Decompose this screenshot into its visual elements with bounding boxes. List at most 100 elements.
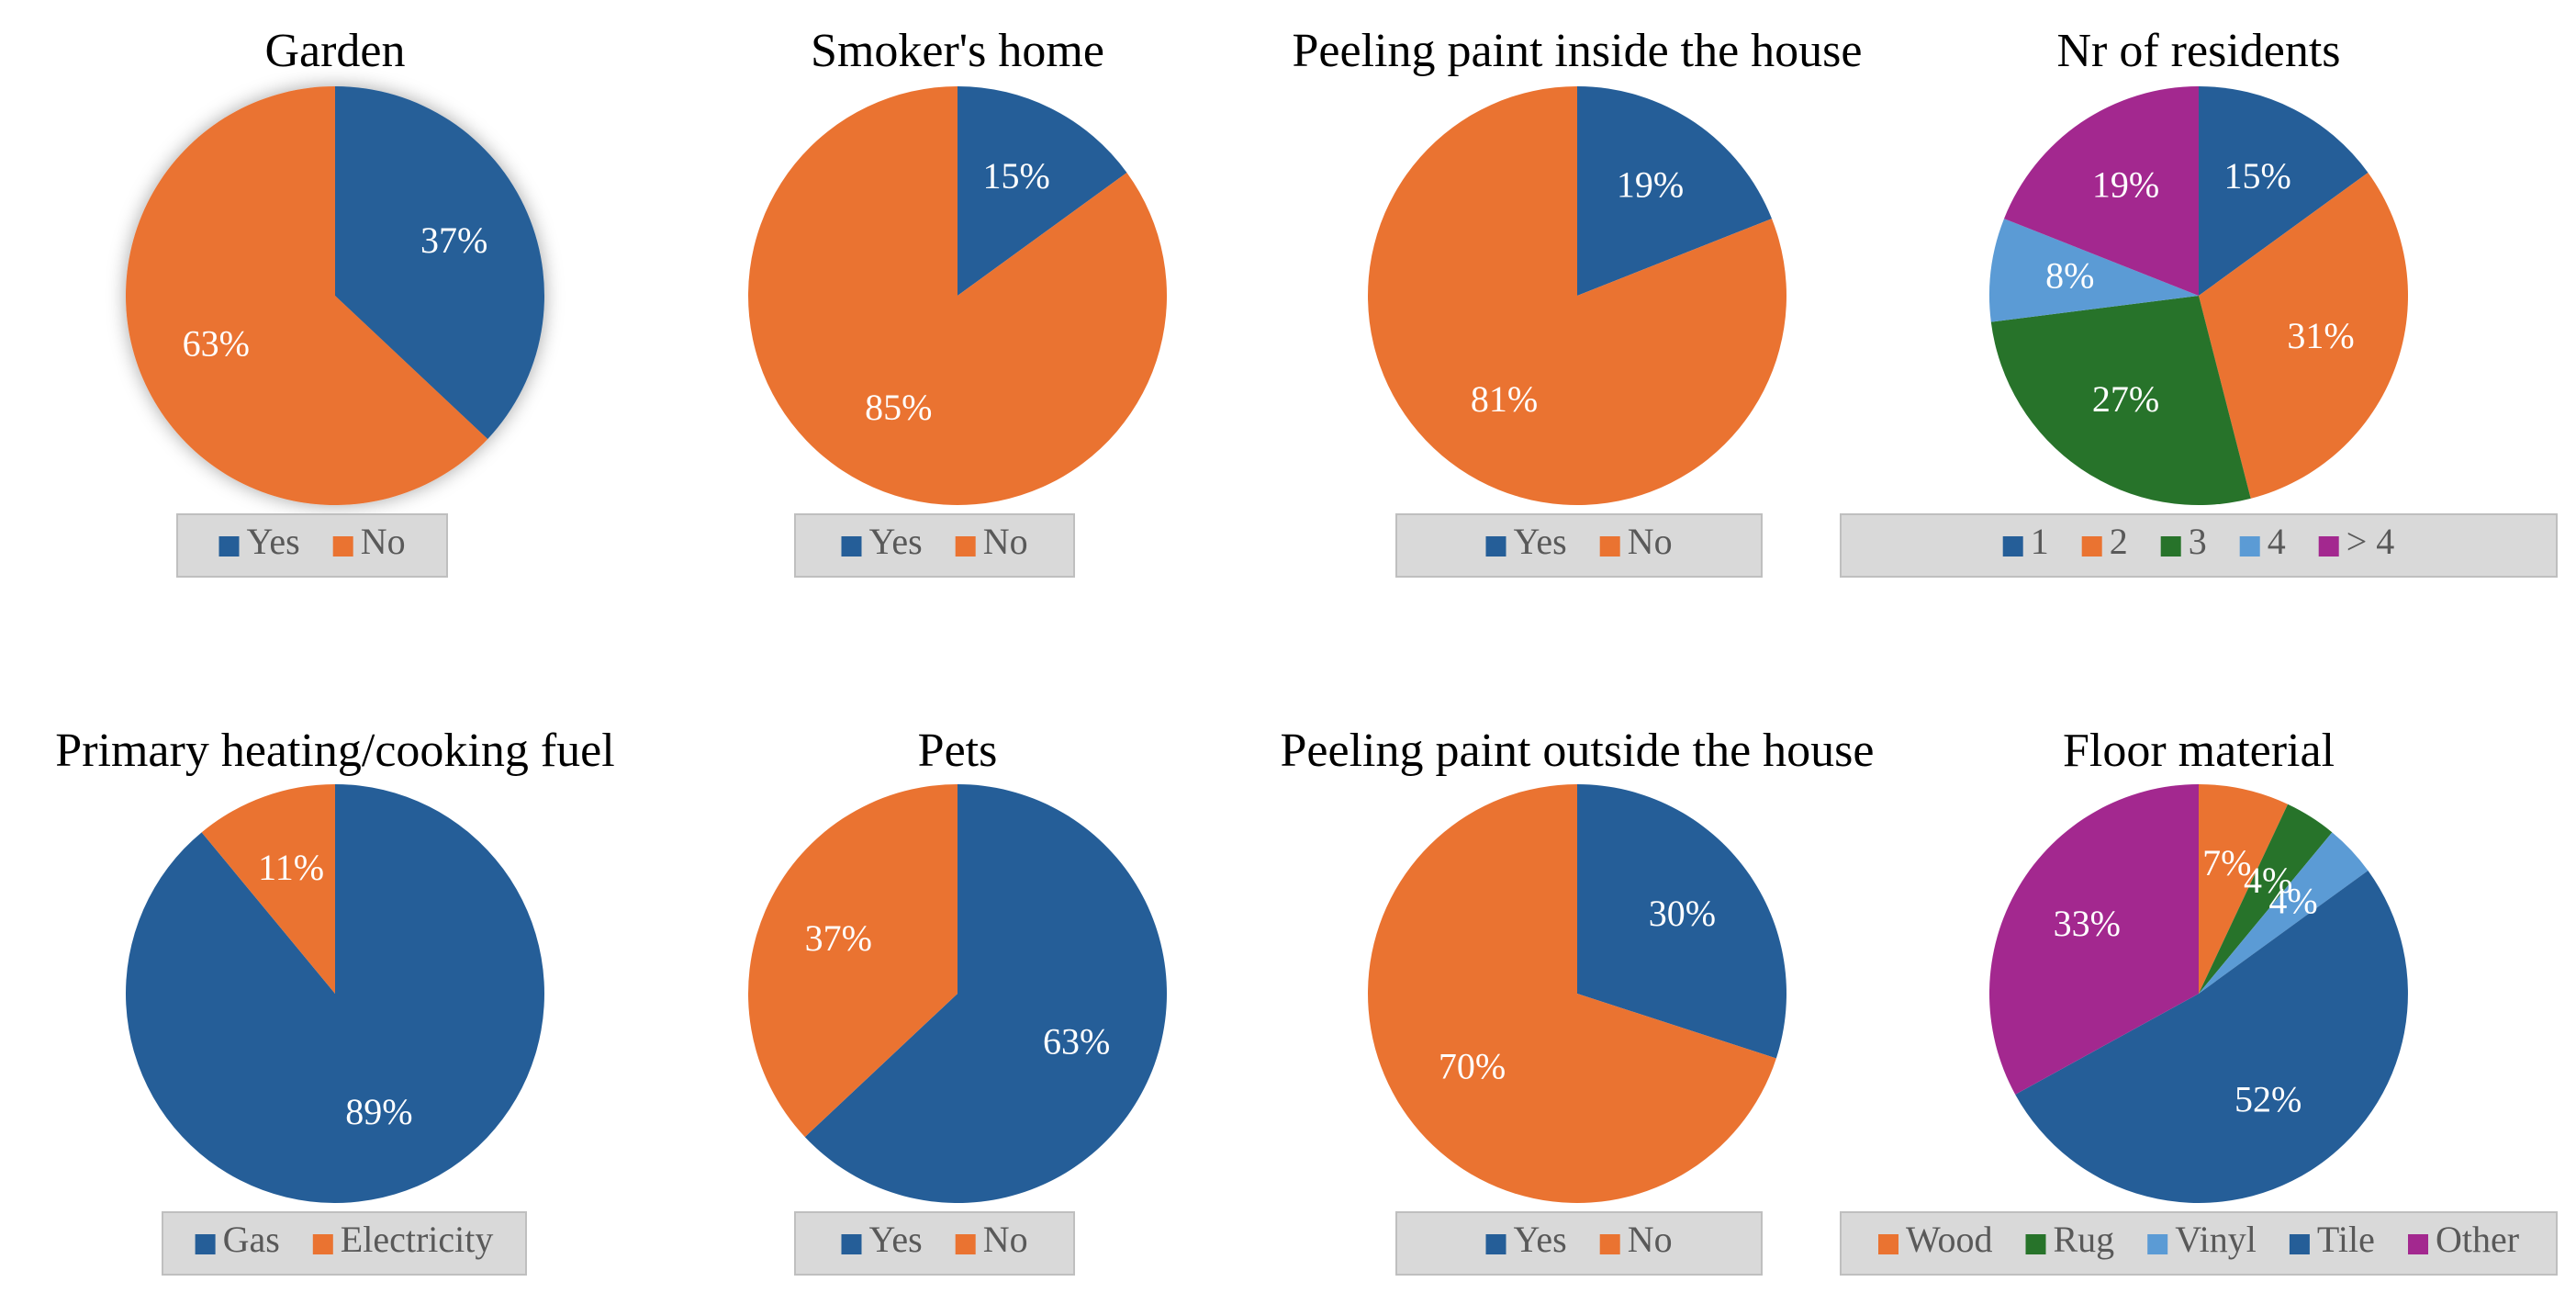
legend-swatch-electricity [312, 1234, 333, 1254]
pie [1368, 86, 1786, 505]
legend: Yes No [176, 513, 448, 578]
legend-swatch-no [1599, 536, 1620, 557]
legend-label-other: Other [2436, 1219, 2519, 1260]
legend: Yes No [1395, 513, 1763, 578]
legend-label-no: No [983, 521, 1028, 562]
legend-swatch-4 [2318, 536, 2339, 557]
legend-swatch-no [1599, 1234, 1620, 1254]
slice-label-no: 70% [1439, 1045, 1506, 1086]
pie [1988, 784, 2408, 1203]
chart-title: Garden [264, 25, 405, 77]
slice-label-no: 37% [805, 917, 872, 959]
legend-swatch-2 [2081, 536, 2102, 557]
legend-swatch-no [955, 1234, 976, 1254]
slice-label-1: 15% [2224, 155, 2291, 197]
legend-box [176, 513, 448, 578]
slice-label-gas: 89% [345, 1091, 412, 1132]
legend-label-no: No [361, 521, 406, 562]
slice-label-yes: 19% [1617, 163, 1684, 205]
pie-chart-primary-heating-cooking-fuel: Primary heating/cooking fuel 89% 11% Gas Ele… [55, 725, 615, 1276]
legend-label-gas: Gas [223, 1219, 280, 1260]
chart-title: Nr of residents [2056, 25, 2340, 77]
pie-slice-no [748, 86, 1168, 505]
pie-slice-1 [2199, 86, 2369, 296]
legend-label-3: 3 [2189, 521, 2207, 562]
pie-chart-garden: Garden 37% 63% Yes No [125, 25, 544, 578]
legend-swatch-4 [2239, 536, 2260, 557]
legend-box [794, 1211, 1075, 1276]
legend: 1 2 3 4 > 4 [1840, 513, 2558, 578]
pie-chart-nr-of-residents: Nr of residents 15% 31% 27% 8% 19% 1 2 3 4 > 4 [1840, 25, 2558, 578]
chart-title: Floor material [2063, 725, 2335, 777]
slice-label-4: 8% [2045, 254, 2094, 296]
legend-swatch-3 [2160, 536, 2181, 557]
legend-swatch-vinyl [2147, 1234, 2168, 1254]
slice-label-yes: 63% [1043, 1020, 1110, 1062]
pie-chart-pets: Pets 63% 37% Yes No [748, 725, 1168, 1276]
pie [748, 86, 1168, 505]
pie-slice-yes [1577, 86, 1772, 296]
legend-box [1395, 513, 1763, 578]
slice-label-2: 31% [2287, 315, 2354, 356]
legend-label-yes: Yes [247, 521, 300, 562]
slice-label-no: 85% [865, 387, 932, 428]
pie-slice-electricity [201, 784, 335, 994]
pie-slice-tile [2015, 870, 2408, 1203]
slice-label-tile: 52% [2234, 1079, 2302, 1120]
slice-label-other: 33% [2054, 903, 2121, 944]
legend: Gas Electricity [162, 1211, 527, 1276]
chart-title: Pets [918, 725, 998, 777]
legend-swatch-no [332, 536, 353, 557]
legend-label-yes: Yes [869, 521, 923, 562]
pie-slice-no [748, 783, 958, 1138]
legend-swatch-no [955, 536, 976, 557]
legend-swatch-yes [841, 1234, 862, 1254]
legend-swatch-yes [841, 536, 862, 557]
legend: Yes No [794, 1211, 1075, 1276]
pie-slice-yes [804, 784, 1168, 1203]
pie-slice-4 [1989, 219, 2199, 322]
legend-label-yes: Yes [1514, 521, 1567, 562]
legend-label-yes: Yes [869, 1219, 923, 1260]
legend-swatch-1 [2002, 536, 2023, 557]
legend-swatch-rug [2025, 1234, 2046, 1254]
pie-slice-other [1988, 784, 2199, 1095]
slice-label-rug: 4% [2244, 860, 2292, 901]
pie-slice-vinyl [2199, 832, 2369, 994]
legend-label-4: > 4 [2346, 521, 2395, 562]
legend-swatch-tile [2289, 1234, 2310, 1254]
legend-box [1840, 513, 2558, 578]
legend-label-no: No [1628, 521, 1673, 562]
pie [125, 784, 544, 1204]
pie-slice-rug [2199, 804, 2333, 994]
slice-label-wood: 7% [2202, 842, 2251, 883]
legend-box [1840, 1211, 2558, 1276]
legend-label-tile: Tile [2317, 1219, 2375, 1260]
pie-chart-smoker-s-home: Smoker's home 15% 85% Yes No [748, 25, 1168, 578]
slice-label-vinyl: 4% [2268, 880, 2317, 921]
legend-label-1: 1 [2031, 521, 2049, 562]
legend-box [162, 1211, 527, 1276]
legend: Wood Rug Vinyl Tile Other [1840, 1211, 2558, 1276]
pie [748, 783, 1168, 1203]
legend-label-electricity: Electricity [341, 1219, 494, 1260]
legend-label-vinyl: Vinyl [2175, 1219, 2257, 1260]
pie-slice-3 [1990, 296, 2251, 506]
pie-slice-no [1368, 783, 1776, 1203]
legend-box [794, 513, 1075, 578]
legend-label-wood: Wood [1906, 1219, 1993, 1260]
chart-title: Peeling paint inside the house [1292, 25, 1862, 77]
pie-chart-peeling-paint-inside-the-house: Peeling paint inside the house 19% 81% Yes N… [1292, 25, 1863, 578]
pie-slice-no [125, 86, 488, 505]
legend: Yes No [794, 513, 1075, 578]
slice-label-4: 19% [2092, 163, 2159, 205]
legend-swatch-other [2408, 1234, 2428, 1254]
chart-title: Peeling paint outside the house [1280, 725, 1874, 777]
pie-slice-gas [125, 784, 544, 1204]
legend-label-yes: Yes [1514, 1219, 1567, 1260]
pie-slice-no [1368, 86, 1786, 505]
legend-label-no: No [1628, 1219, 1673, 1260]
legend-swatch-yes [218, 536, 240, 557]
chart-title: Primary heating/cooking fuel [55, 725, 614, 777]
